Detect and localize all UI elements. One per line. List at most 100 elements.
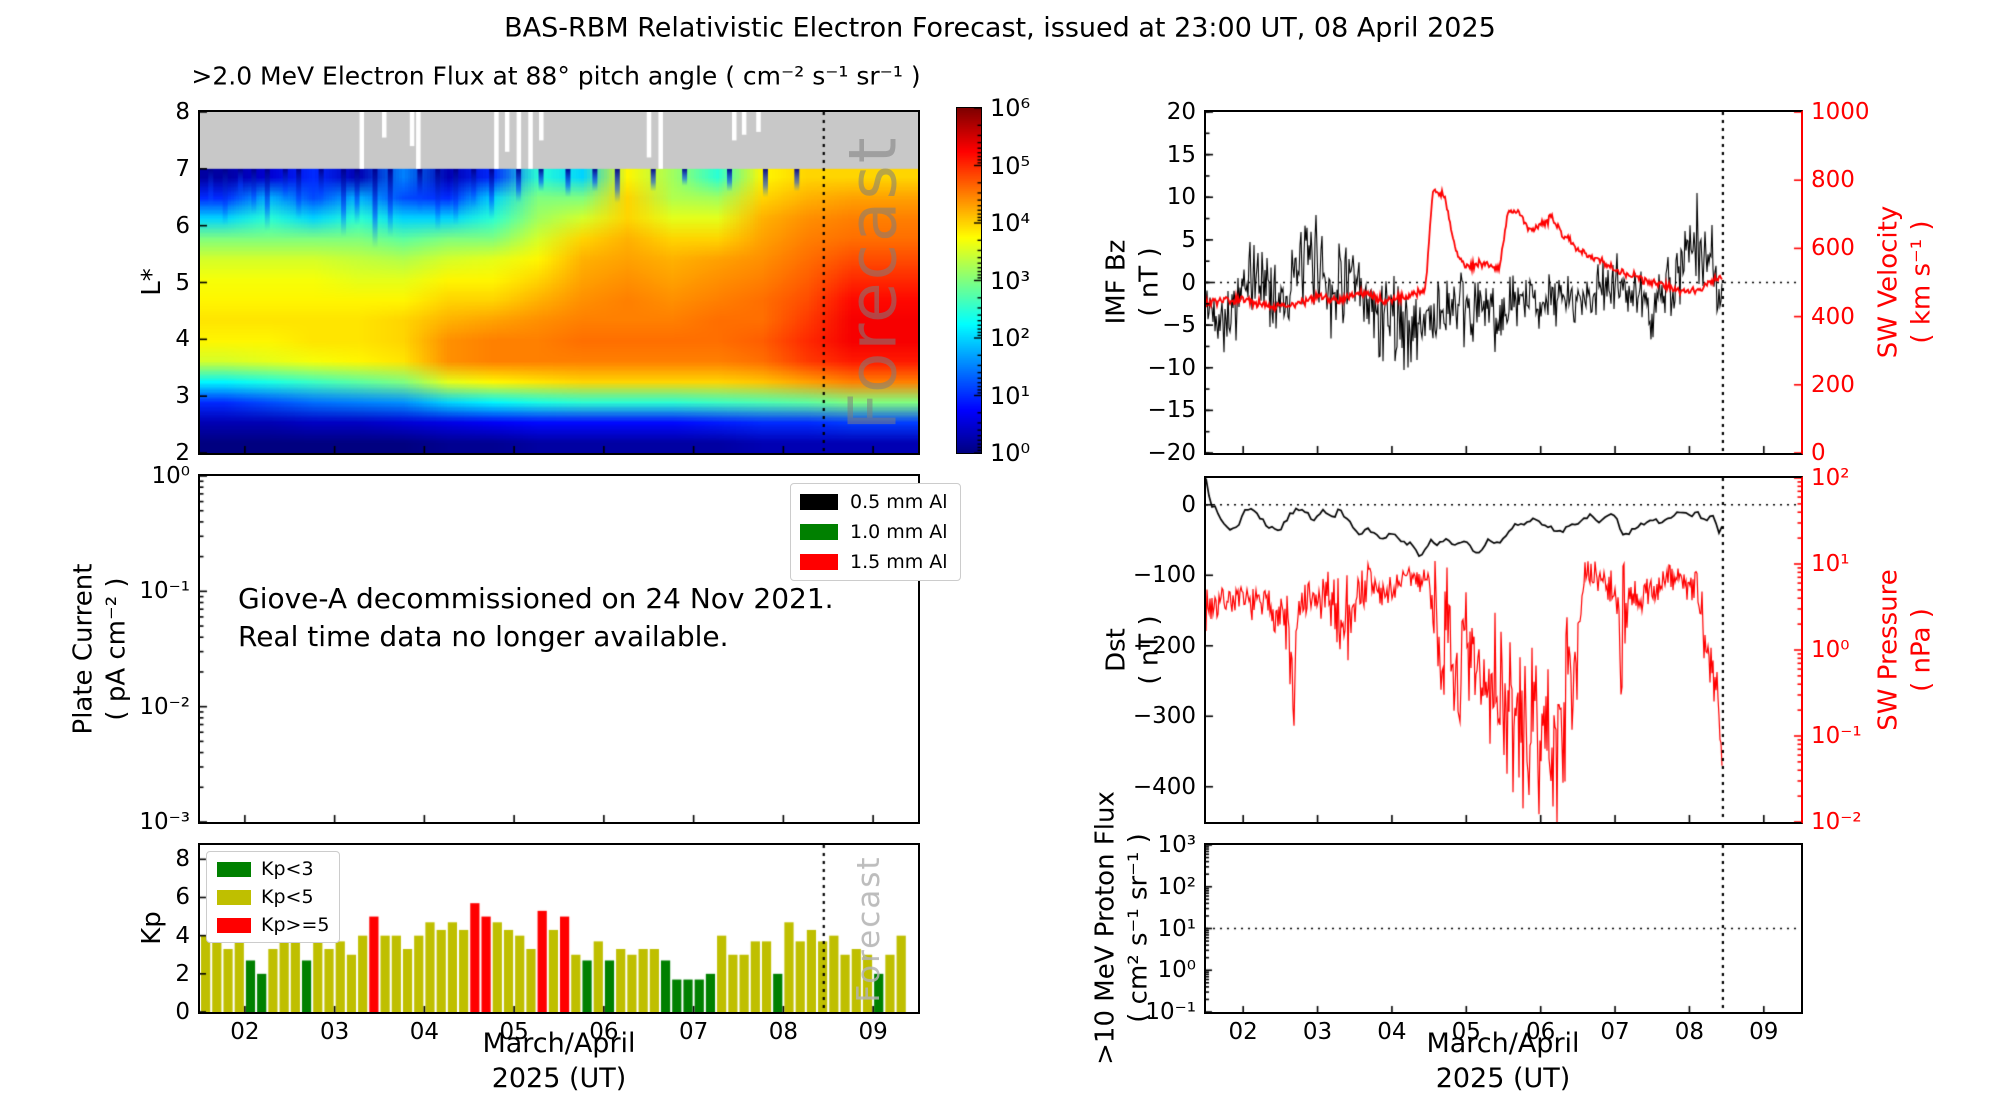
legend-label: 1.0 mm Al [850,521,948,543]
legend-label: Kp<5 [261,886,314,908]
tick-label: 10² [990,324,1031,352]
tick-label: 10⁻¹ [139,578,190,605]
tick-label: 8 [175,99,190,125]
tick-label: 10² [1811,465,1850,491]
tick-label: 10⁰ [151,463,191,489]
tick-label: 07 [678,1019,709,1045]
tick-label: 5 [175,269,190,296]
tick-label: 5 [1181,226,1196,253]
tick-label: 2 [175,440,190,466]
colorbar [955,106,982,454]
tick-label: 10⁻³ [139,809,190,835]
spectrogram-plot [200,112,918,453]
plate-current-ylabel-line1: Plate Current [68,563,99,735]
tick-label: 08 [1674,1019,1705,1045]
tick-label: −300 [1132,703,1196,730]
kp-xlabel-line2: 2025 (UT) [491,1063,627,1095]
tick-label: 4 [175,922,190,949]
colorbar-gradient [956,107,981,453]
sw-pressure-ylabel-line2: ( nPa ) [1906,608,1936,692]
legend-item: 1.0 mm Al [800,521,948,543]
proton-flux-plot [1206,845,1801,1012]
figure-title: BAS-RBM Relativistic Electron Forecast, … [504,12,1496,44]
legend-swatch-red [800,554,838,570]
imf-bz-ylabel-line1: IMF Bz [1101,239,1132,325]
kp-legend: Kp<3 Kp<5 Kp>=5 [206,851,341,943]
tick-label: 08 [768,1019,799,1045]
tick-label: 10⁴ [990,209,1031,237]
giove-annotation: Giove-A decommissioned on 24 Nov 2021. R… [238,580,834,656]
tick-label: 10⁵ [990,151,1031,180]
proton-xlabel-line2: 2025 (UT) [1435,1063,1571,1095]
tick-label: 10³ [1157,832,1197,858]
tick-label: 6 [175,884,190,911]
tick-label: −15 [1147,397,1196,424]
proton-flux-ylabel: >10 MeV Proton Flux ( cm² s⁻¹ sr⁻¹ ) [1090,791,1155,1065]
tick-label: 10⁰ [1811,637,1850,663]
tick-label: 10¹ [990,381,1031,410]
legend-swatch-green [800,524,838,540]
tick-label: 7 [175,155,190,182]
tick-label: 3 [175,383,190,410]
tick-label: 03 [319,1019,350,1045]
tick-label: 0 [1181,491,1196,518]
kp-xlabel-line1: March/April [482,1028,636,1059]
giove-annotation-line1: Giove-A decommissioned on 24 Nov 2021. [238,582,834,615]
tick-label: 20 [1166,99,1196,125]
tick-label: −20 [1147,440,1196,466]
legend-label: Kp<3 [261,858,314,880]
tick-label: 04 [409,1019,440,1045]
tick-label: 10⁻¹ [1811,723,1862,749]
tick-label: 10² [1157,873,1197,900]
tick-label: 10⁻² [139,693,190,720]
tick-label: 10¹ [1811,551,1850,577]
tick-label: 600 [1811,235,1855,262]
legend-label: 1.5 mm Al [850,551,948,573]
legend-label: Kp>=5 [261,914,330,936]
tick-label: 10⁰ [990,439,1031,467]
proton-xlabel-line1: March/April [1426,1028,1580,1059]
tick-label: 02 [230,1019,260,1045]
tick-label: 10⁶ [990,94,1031,122]
sw-velocity-ylabel-line2: ( km s⁻¹ ) [1906,220,1936,344]
dst-panel [1204,476,1803,824]
tick-label: 10⁰ [1157,957,1197,984]
proton-flux-ylabel-line1: >10 MeV Proton Flux [1090,791,1121,1065]
legend-item: Kp<3 [217,858,329,880]
tick-label: 10⁻² [1811,809,1862,835]
tick-label: 1000 [1811,99,1870,125]
spectrogram-title: >2.0 MeV Electron Flux at 88° pitch angl… [191,61,921,91]
tick-label: 0 [1811,440,1826,466]
tick-label: 800 [1811,167,1855,194]
tick-label: 09 [858,1019,888,1045]
tick-label: 10 [1166,184,1196,211]
kp-xlabel: March/April 2025 (UT) [482,1026,635,1096]
tick-label: −10 [1147,354,1196,381]
spectrogram-panel [198,110,920,455]
tick-label: 03 [1302,1019,1333,1045]
sw-pressure-ylabel-line1: SW Pressure [1873,569,1904,731]
tick-label: 04 [1377,1019,1407,1045]
legend-label: 0.5 mm Al [850,491,948,513]
tick-label: 0 [175,999,190,1025]
tick-label: 4 [175,326,190,353]
tick-label: 07 [1600,1019,1630,1045]
plate-current-ylabel-line2: ( pA cm⁻² ) [101,577,131,721]
sw-velocity-ylabel-line1: SW Velocity [1873,205,1904,359]
proton-flux-panel [1204,843,1803,1014]
proton-xlabel: March/April 2025 (UT) [1426,1026,1579,1096]
tick-label: 10³ [990,266,1031,295]
imf-bz-plot [1206,112,1801,453]
sw-velocity-ylabel: SW Velocity ( km s⁻¹ ) [1873,206,1938,358]
sw-pressure-ylabel: SW Pressure ( nPa ) [1873,569,1938,731]
tick-label: 15 [1166,141,1196,168]
tick-label: 8 [175,846,190,873]
legend-swatch-yellow [217,889,251,905]
dst-ylabel: Dst ( nT ) [1101,615,1166,684]
proton-flux-ylabel-line2: ( cm² s⁻¹ sr⁻¹ ) [1123,833,1153,1023]
legend-item: 0.5 mm Al [800,491,948,513]
legend-swatch-black [800,494,838,510]
legend-item: 1.5 mm Al [800,551,948,573]
imf-bz-ylabel: IMF Bz ( nT ) [1101,240,1166,325]
